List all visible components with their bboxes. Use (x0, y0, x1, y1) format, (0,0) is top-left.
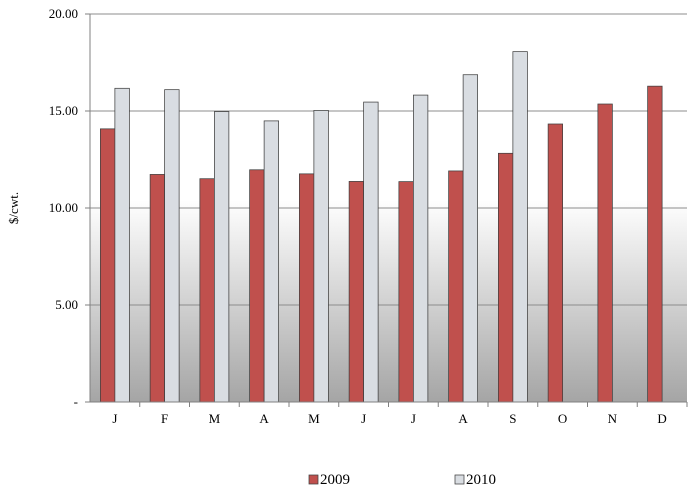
bar-2009-1 (100, 128, 116, 403)
bar-2009-12 (647, 85, 663, 403)
x-tick-label: O (558, 411, 567, 426)
y-axis-ticks: - 5.00 10.00 15.00 20.00 (49, 6, 90, 409)
y-axis-label: $/cwt. (6, 192, 21, 224)
legend-swatch-2010 (454, 474, 465, 485)
y-tick-label: 10.00 (49, 200, 78, 215)
legend-label-2010: 2010 (466, 472, 496, 488)
bar-2010-1 (114, 87, 130, 403)
x-tick-label: F (161, 411, 168, 426)
bar-2010-8 (462, 74, 478, 403)
legend-swatch-2009 (308, 474, 319, 485)
gridlines (90, 13, 687, 306)
bar-2010-6 (363, 101, 379, 403)
y-tick-label: 5.00 (55, 297, 78, 312)
bar-2009-10 (547, 123, 563, 403)
bar-2010-4 (263, 120, 279, 403)
x-tick-label: N (608, 411, 618, 426)
bar-2009-5 (299, 173, 315, 403)
bar-2010-9 (512, 51, 528, 403)
legend-label-2009: 2009 (320, 472, 350, 488)
bar-2009-11 (597, 103, 613, 403)
bar-2010-2 (164, 89, 180, 403)
bar-2009-9 (498, 152, 514, 403)
x-tick-label: M (308, 411, 320, 426)
x-tick-label: M (209, 411, 221, 426)
bar-2009-7 (398, 181, 414, 403)
legend: 2009 2010 (308, 472, 496, 488)
x-tick-label: J (411, 411, 416, 426)
x-tick-label: A (259, 411, 269, 426)
bar-2009-3 (199, 178, 215, 403)
bar-2009-6 (348, 181, 364, 403)
x-tick-label: S (509, 411, 516, 426)
x-tick-label: D (657, 411, 666, 426)
bar-2009-2 (149, 174, 165, 403)
y-tick-label: 15.00 (49, 103, 78, 118)
y-tick-label: 20.00 (49, 6, 78, 21)
bar-2009-8 (448, 170, 464, 403)
bar-2010-7 (413, 94, 429, 403)
bar-2010-3 (214, 111, 230, 403)
x-tick-label: J (112, 411, 117, 426)
bar-2009-4 (249, 169, 265, 403)
x-tick-label: J (361, 411, 366, 426)
bar-2010-5 (313, 110, 329, 403)
y-tick-label: - (74, 394, 78, 409)
x-tick-label: A (458, 411, 468, 426)
bars (100, 51, 663, 403)
